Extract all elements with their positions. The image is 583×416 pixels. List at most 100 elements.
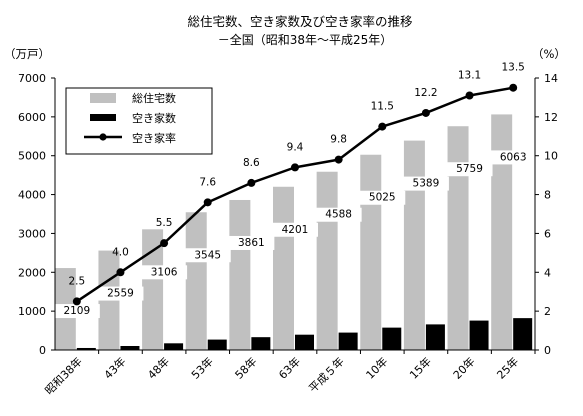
rate-label-6: 9.8 xyxy=(330,134,347,146)
y-left-tick-label-5: 5000 xyxy=(18,150,46,163)
bar-vacant-10 xyxy=(513,318,533,350)
total-label-3: 3545 xyxy=(194,249,221,261)
rate-label-9: 13.1 xyxy=(458,69,481,81)
legend-swatch-total xyxy=(90,93,116,103)
x-tick-label-0: 昭和38年 xyxy=(42,354,85,397)
rate-point-8 xyxy=(421,108,430,117)
total-label-1: 2559 xyxy=(107,288,134,300)
bar-total-2 xyxy=(142,229,164,350)
x-tick-label-4: 58年 xyxy=(232,354,260,382)
bar-vacant-8 xyxy=(425,324,445,350)
bar-vacant-7 xyxy=(382,327,402,350)
total-label-4: 3861 xyxy=(238,237,265,249)
rate-point-0 xyxy=(72,297,81,306)
bar-total-6 xyxy=(316,171,338,350)
bar-total-5 xyxy=(273,186,294,350)
y-left-tick-label-6: 6000 xyxy=(18,111,46,124)
y-right-tick-label-0: 0 xyxy=(544,344,551,357)
total-label-bg-3 xyxy=(184,248,231,263)
x-tick-label-3: 53年 xyxy=(188,354,216,382)
y-right-tick-label-6: 12 xyxy=(544,111,558,124)
total-label-bg-8 xyxy=(402,176,449,191)
total-label-2: 3106 xyxy=(151,266,178,278)
bar-total-8 xyxy=(403,140,425,350)
x-tick-label-8: 15年 xyxy=(406,354,434,382)
y-right-tick-label-7: 14 xyxy=(544,72,558,85)
y-right-unit: （%） xyxy=(532,47,566,61)
rate-point-10 xyxy=(509,83,518,92)
bar-total-3 xyxy=(185,212,207,350)
total-label-8: 5389 xyxy=(413,178,440,190)
total-label-bg-9 xyxy=(446,162,493,177)
series-vacant-bars xyxy=(76,318,533,350)
rate-point-6 xyxy=(334,155,343,164)
y-right-tick-label-3: 6 xyxy=(544,227,551,240)
rate-point-1 xyxy=(116,268,125,277)
bar-total-4 xyxy=(229,199,251,350)
rate-label-1: 4.0 xyxy=(112,246,129,258)
x-tick-label-7: 10年 xyxy=(363,354,391,382)
rate-label-0: 2.5 xyxy=(68,275,85,287)
y-right-tick-label-5: 10 xyxy=(544,150,558,163)
total-value-labels: 2109 2559 3106 3545 3861 4201 4588 5025 5389 5759… xyxy=(53,150,537,319)
rate-value-labels: 2.5 4.0 5.5 7.6 8.6 9.4 9.8 11.5 12.2 13.1 13.5 xyxy=(68,62,524,288)
rate-label-5: 9.4 xyxy=(287,141,304,153)
total-label-bg-5 xyxy=(272,222,318,237)
bar-vacant-1 xyxy=(120,345,140,350)
total-label-bg-0 xyxy=(53,304,100,319)
rate-label-8: 12.2 xyxy=(414,87,437,99)
bar-vacant-9 xyxy=(469,320,489,350)
series-rate-line xyxy=(72,83,518,306)
total-label-0: 2109 xyxy=(63,305,90,317)
legend-swatch-rate-marker xyxy=(99,133,107,141)
total-label-bg-4 xyxy=(228,235,275,250)
rate-label-7: 11.5 xyxy=(371,101,394,113)
total-label-bg-2 xyxy=(141,265,188,280)
y-left-tick-label-2: 2000 xyxy=(18,266,46,279)
x-tick-label-9: 20年 xyxy=(450,354,478,382)
rate-label-3: 7.6 xyxy=(199,176,216,188)
rate-point-7 xyxy=(378,122,387,131)
total-label-7: 5025 xyxy=(369,192,396,204)
y-left-tick-label-1: 1000 xyxy=(18,305,46,318)
total-label-bg-7 xyxy=(359,190,406,205)
legend-label-vacant: 空き家数 xyxy=(132,111,176,125)
y-left-tick-label-0: 0 xyxy=(39,344,46,357)
bar-total-9 xyxy=(447,126,469,351)
legend: 総住宅数 空き家数 空き家率 xyxy=(65,87,213,155)
total-label-bg-1 xyxy=(97,286,144,301)
bar-vacant-4 xyxy=(251,337,271,350)
total-label-bg-10 xyxy=(490,150,537,165)
bar-total-7 xyxy=(360,154,382,350)
x-tick-label-6: 平成５年 xyxy=(306,354,347,395)
bar-vacant-0 xyxy=(76,347,96,350)
y-right-tick-label-4: 8 xyxy=(544,189,551,202)
bar-total-10 xyxy=(491,114,513,350)
bar-vacant-3 xyxy=(207,339,227,350)
y-left-unit: （万戸） xyxy=(4,47,50,61)
legend-swatch-vacant xyxy=(90,114,116,121)
y-left-tick-label-4: 4000 xyxy=(18,189,46,202)
y-left-tick-label-7: 7000 xyxy=(18,72,46,85)
legend-label-total: 総住宅数 xyxy=(132,91,176,105)
rate-label-10: 13.5 xyxy=(501,62,524,74)
rate-point-4 xyxy=(247,178,256,187)
x-tick-label-5: 63年 xyxy=(276,354,304,382)
chart-subtitle: －全国（昭和38年～平成25年） xyxy=(218,32,393,47)
total-label-bg-6 xyxy=(315,207,362,222)
bar-vacant-6 xyxy=(338,332,358,350)
total-label-9: 5759 xyxy=(456,163,483,175)
rate-point-9 xyxy=(465,91,474,100)
rate-point-5 xyxy=(291,163,299,172)
total-label-6: 4588 xyxy=(325,209,352,221)
chart-title: 総住宅数、空き家数及び空き家率の推移 xyxy=(187,14,412,29)
rate-label-4: 8.6 xyxy=(243,157,260,169)
rate-label-2: 5.5 xyxy=(156,217,173,229)
total-label-10: 6063 xyxy=(500,151,527,163)
y-right-tick-label-1: 2 xyxy=(544,305,551,318)
y-left-tick-label-3: 3000 xyxy=(18,227,46,240)
x-tick-label-1: 43年 xyxy=(101,354,129,382)
legend-label-rate: 空き家率 xyxy=(132,131,176,145)
